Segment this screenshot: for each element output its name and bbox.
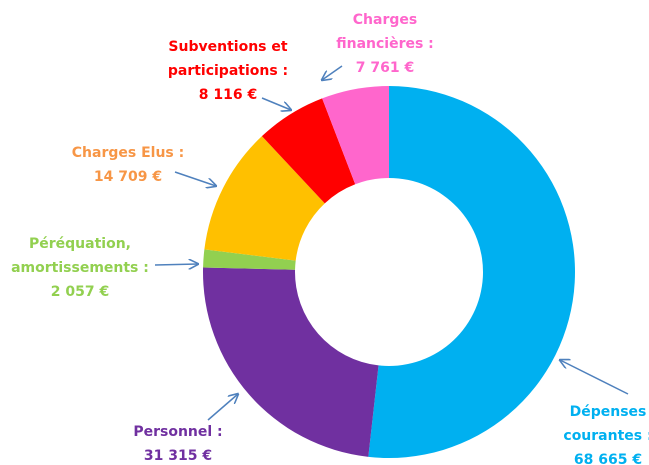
slice [261, 98, 356, 204]
slice-label: Personnel : [133, 424, 223, 440]
arrow [322, 65, 343, 80]
value-label: 31 315 € [143, 448, 213, 464]
slice [202, 267, 379, 457]
slice-label: Charges financières : [336, 12, 434, 52]
arrow [207, 394, 238, 421]
value-label: 14 709 € [93, 169, 163, 185]
slice [204, 136, 325, 261]
slice-label: Charges Elus : [71, 145, 185, 161]
value-label: 2 057 € [50, 284, 110, 300]
arrow [261, 97, 291, 110]
slice-label: Péréquation, amortissements : [11, 236, 149, 276]
value-label: 68 665 € [573, 452, 643, 465]
value-label: 7 761 € [355, 60, 415, 76]
arrow [560, 360, 629, 395]
slice-label: Subventions et participations : [167, 39, 289, 79]
slice [322, 86, 389, 185]
slice [368, 86, 575, 459]
slice-label: Dépenses courantes : [563, 404, 649, 444]
arrow [174, 171, 216, 186]
arrow [154, 264, 198, 265]
value-label: 8 116 € [198, 87, 258, 103]
slice [203, 249, 296, 270]
